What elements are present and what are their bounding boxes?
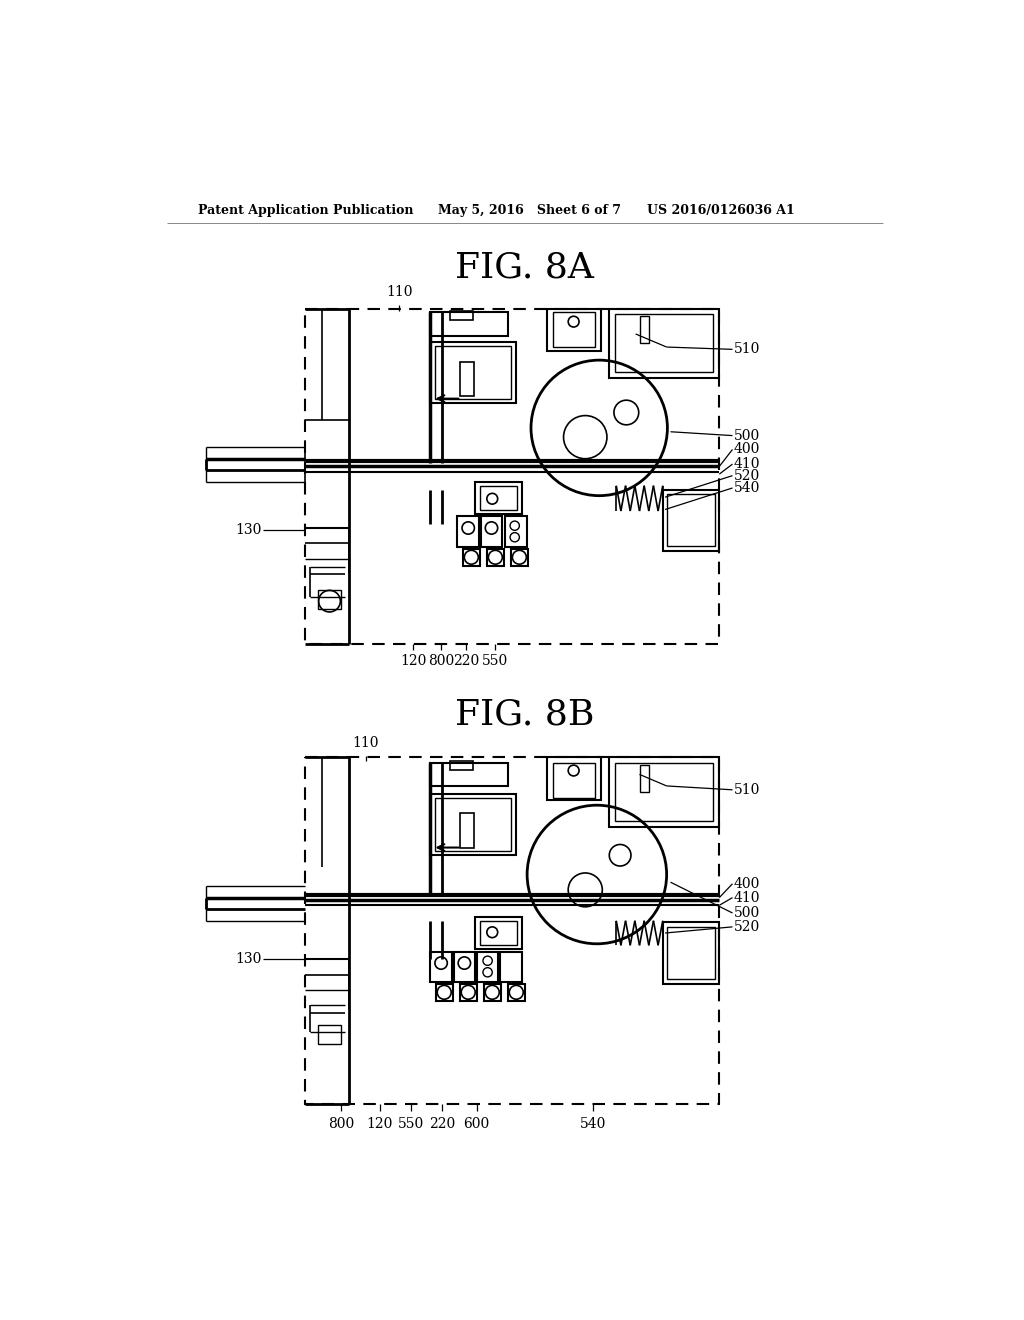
Bar — [430, 763, 508, 785]
Text: 550: 550 — [481, 655, 508, 668]
Bar — [553, 763, 595, 797]
Text: Patent Application Publication: Patent Application Publication — [198, 205, 414, 218]
Bar — [458, 516, 479, 548]
Bar — [430, 313, 508, 335]
Text: 220: 220 — [429, 1117, 455, 1131]
Bar — [480, 921, 517, 945]
Text: 220: 220 — [453, 655, 479, 668]
Text: 520: 520 — [734, 920, 760, 933]
Text: 550: 550 — [397, 1117, 424, 1131]
Bar — [477, 952, 499, 982]
Bar — [450, 312, 473, 321]
Bar — [668, 494, 715, 546]
Text: 500: 500 — [734, 429, 760, 442]
Bar — [435, 983, 453, 1001]
Text: 400: 400 — [734, 876, 761, 891]
Text: 130: 130 — [234, 523, 261, 537]
Text: 540: 540 — [734, 480, 761, 495]
Bar — [435, 799, 511, 850]
Bar — [463, 549, 480, 566]
Bar — [430, 952, 452, 982]
Bar — [614, 763, 713, 821]
Bar — [460, 983, 477, 1001]
Text: 110: 110 — [386, 285, 413, 300]
Bar — [475, 917, 521, 949]
Bar — [663, 923, 719, 983]
Bar — [506, 516, 527, 548]
Text: 800: 800 — [428, 655, 455, 668]
Bar — [668, 927, 715, 979]
Bar — [553, 313, 595, 347]
Bar — [430, 793, 515, 855]
Bar — [305, 309, 719, 644]
Bar — [430, 342, 515, 404]
Bar — [317, 1024, 341, 1044]
Text: 510: 510 — [734, 783, 761, 797]
Bar — [640, 317, 649, 343]
Text: 400: 400 — [734, 442, 761, 457]
Bar — [511, 549, 528, 566]
Bar — [547, 309, 601, 351]
Bar — [483, 983, 501, 1001]
Text: 500: 500 — [734, 906, 760, 920]
Bar — [486, 549, 504, 566]
Bar — [547, 758, 601, 800]
Bar — [608, 309, 719, 378]
Text: 540: 540 — [580, 1117, 606, 1131]
Text: 600: 600 — [464, 1117, 489, 1131]
Text: FIG. 8B: FIG. 8B — [455, 697, 595, 731]
Bar — [454, 952, 475, 982]
Text: 120: 120 — [367, 1117, 393, 1131]
Bar — [663, 490, 719, 552]
Text: FIG. 8A: FIG. 8A — [456, 251, 594, 285]
Text: 110: 110 — [352, 735, 379, 750]
Text: 800: 800 — [328, 1117, 354, 1131]
Text: 520: 520 — [734, 469, 760, 483]
Bar — [317, 590, 341, 609]
Bar — [475, 482, 521, 515]
Bar — [305, 758, 719, 1104]
Bar — [480, 487, 517, 510]
Bar — [640, 766, 649, 792]
Bar — [608, 758, 719, 826]
Text: 120: 120 — [400, 655, 426, 668]
Bar — [450, 760, 473, 770]
Text: US 2016/0126036 A1: US 2016/0126036 A1 — [647, 205, 795, 218]
Text: May 5, 2016   Sheet 6 of 7: May 5, 2016 Sheet 6 of 7 — [438, 205, 621, 218]
Text: 510: 510 — [734, 342, 761, 356]
Bar — [480, 516, 503, 548]
Text: 410: 410 — [734, 891, 761, 904]
Bar — [460, 813, 474, 847]
Text: 410: 410 — [734, 457, 761, 471]
Bar — [614, 314, 713, 372]
Bar — [435, 346, 511, 399]
Bar — [508, 983, 524, 1001]
Bar — [500, 952, 521, 982]
Bar — [460, 362, 474, 396]
Text: 130: 130 — [234, 952, 261, 966]
